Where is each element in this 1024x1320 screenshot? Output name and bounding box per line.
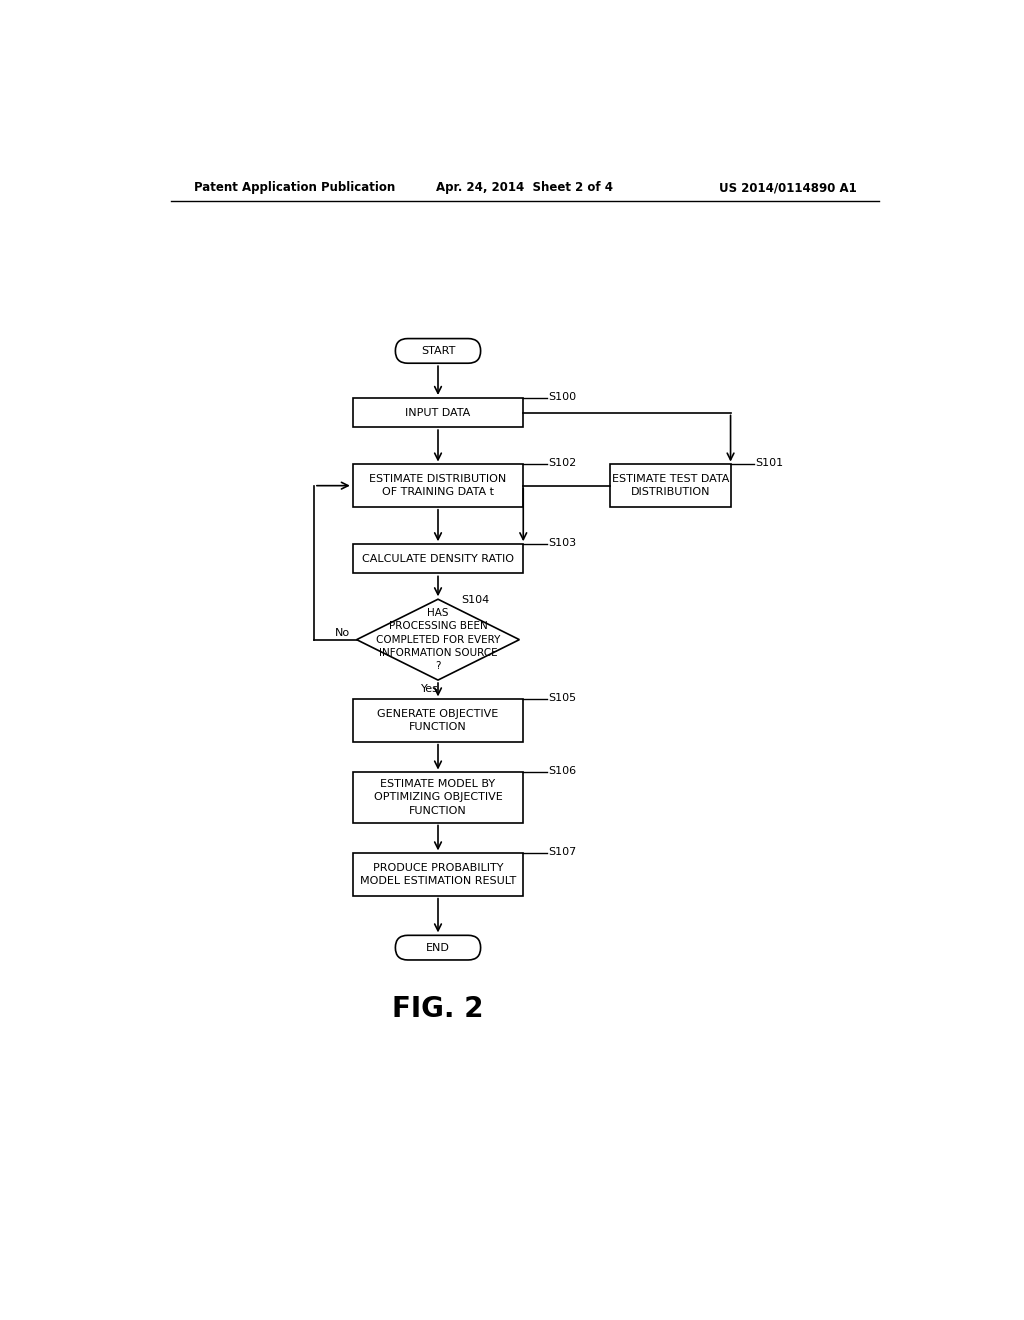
Bar bbox=[352, 700, 523, 742]
Bar bbox=[352, 544, 523, 573]
FancyBboxPatch shape bbox=[395, 339, 480, 363]
Text: Apr. 24, 2014  Sheet 2 of 4: Apr. 24, 2014 Sheet 2 of 4 bbox=[436, 181, 613, 194]
Text: INPUT DATA: INPUT DATA bbox=[406, 408, 471, 417]
Text: US 2014/0114890 A1: US 2014/0114890 A1 bbox=[719, 181, 856, 194]
Bar bbox=[352, 772, 523, 822]
Text: No: No bbox=[335, 628, 350, 639]
Text: ESTIMATE MODEL BY
OPTIMIZING OBJECTIVE
FUNCTION: ESTIMATE MODEL BY OPTIMIZING OBJECTIVE F… bbox=[374, 779, 503, 816]
Text: S107: S107 bbox=[548, 847, 577, 857]
Text: HAS
PROCESSING BEEN
COMPLETED FOR EVERY
INFORMATION SOURCE
?: HAS PROCESSING BEEN COMPLETED FOR EVERY … bbox=[376, 609, 500, 671]
Text: Patent Application Publication: Patent Application Publication bbox=[194, 181, 395, 194]
Text: START: START bbox=[421, 346, 456, 356]
Text: PRODUCE PROBABILITY
MODEL ESTIMATION RESULT: PRODUCE PROBABILITY MODEL ESTIMATION RES… bbox=[359, 863, 516, 886]
Bar bbox=[352, 465, 523, 507]
Text: ESTIMATE DISTRIBUTION
OF TRAINING DATA t: ESTIMATE DISTRIBUTION OF TRAINING DATA t bbox=[370, 474, 507, 498]
Text: ESTIMATE TEST DATA
DISTRIBUTION: ESTIMATE TEST DATA DISTRIBUTION bbox=[611, 474, 729, 498]
Text: Yes: Yes bbox=[421, 684, 439, 694]
Text: S104: S104 bbox=[461, 595, 489, 606]
Bar bbox=[610, 465, 730, 507]
Text: S102: S102 bbox=[548, 458, 577, 469]
Text: S101: S101 bbox=[756, 458, 783, 469]
Text: S106: S106 bbox=[548, 767, 577, 776]
Bar bbox=[352, 397, 523, 428]
Text: S103: S103 bbox=[548, 539, 577, 548]
Text: END: END bbox=[426, 942, 450, 953]
Polygon shape bbox=[356, 599, 519, 680]
Bar bbox=[352, 853, 523, 896]
Text: GENERATE OBJECTIVE
FUNCTION: GENERATE OBJECTIVE FUNCTION bbox=[378, 709, 499, 733]
Text: CALCULATE DENSITY RATIO: CALCULATE DENSITY RATIO bbox=[362, 554, 514, 564]
Text: S100: S100 bbox=[548, 392, 577, 401]
FancyBboxPatch shape bbox=[395, 936, 480, 960]
Text: S105: S105 bbox=[548, 693, 577, 704]
Text: FIG. 2: FIG. 2 bbox=[392, 995, 483, 1023]
